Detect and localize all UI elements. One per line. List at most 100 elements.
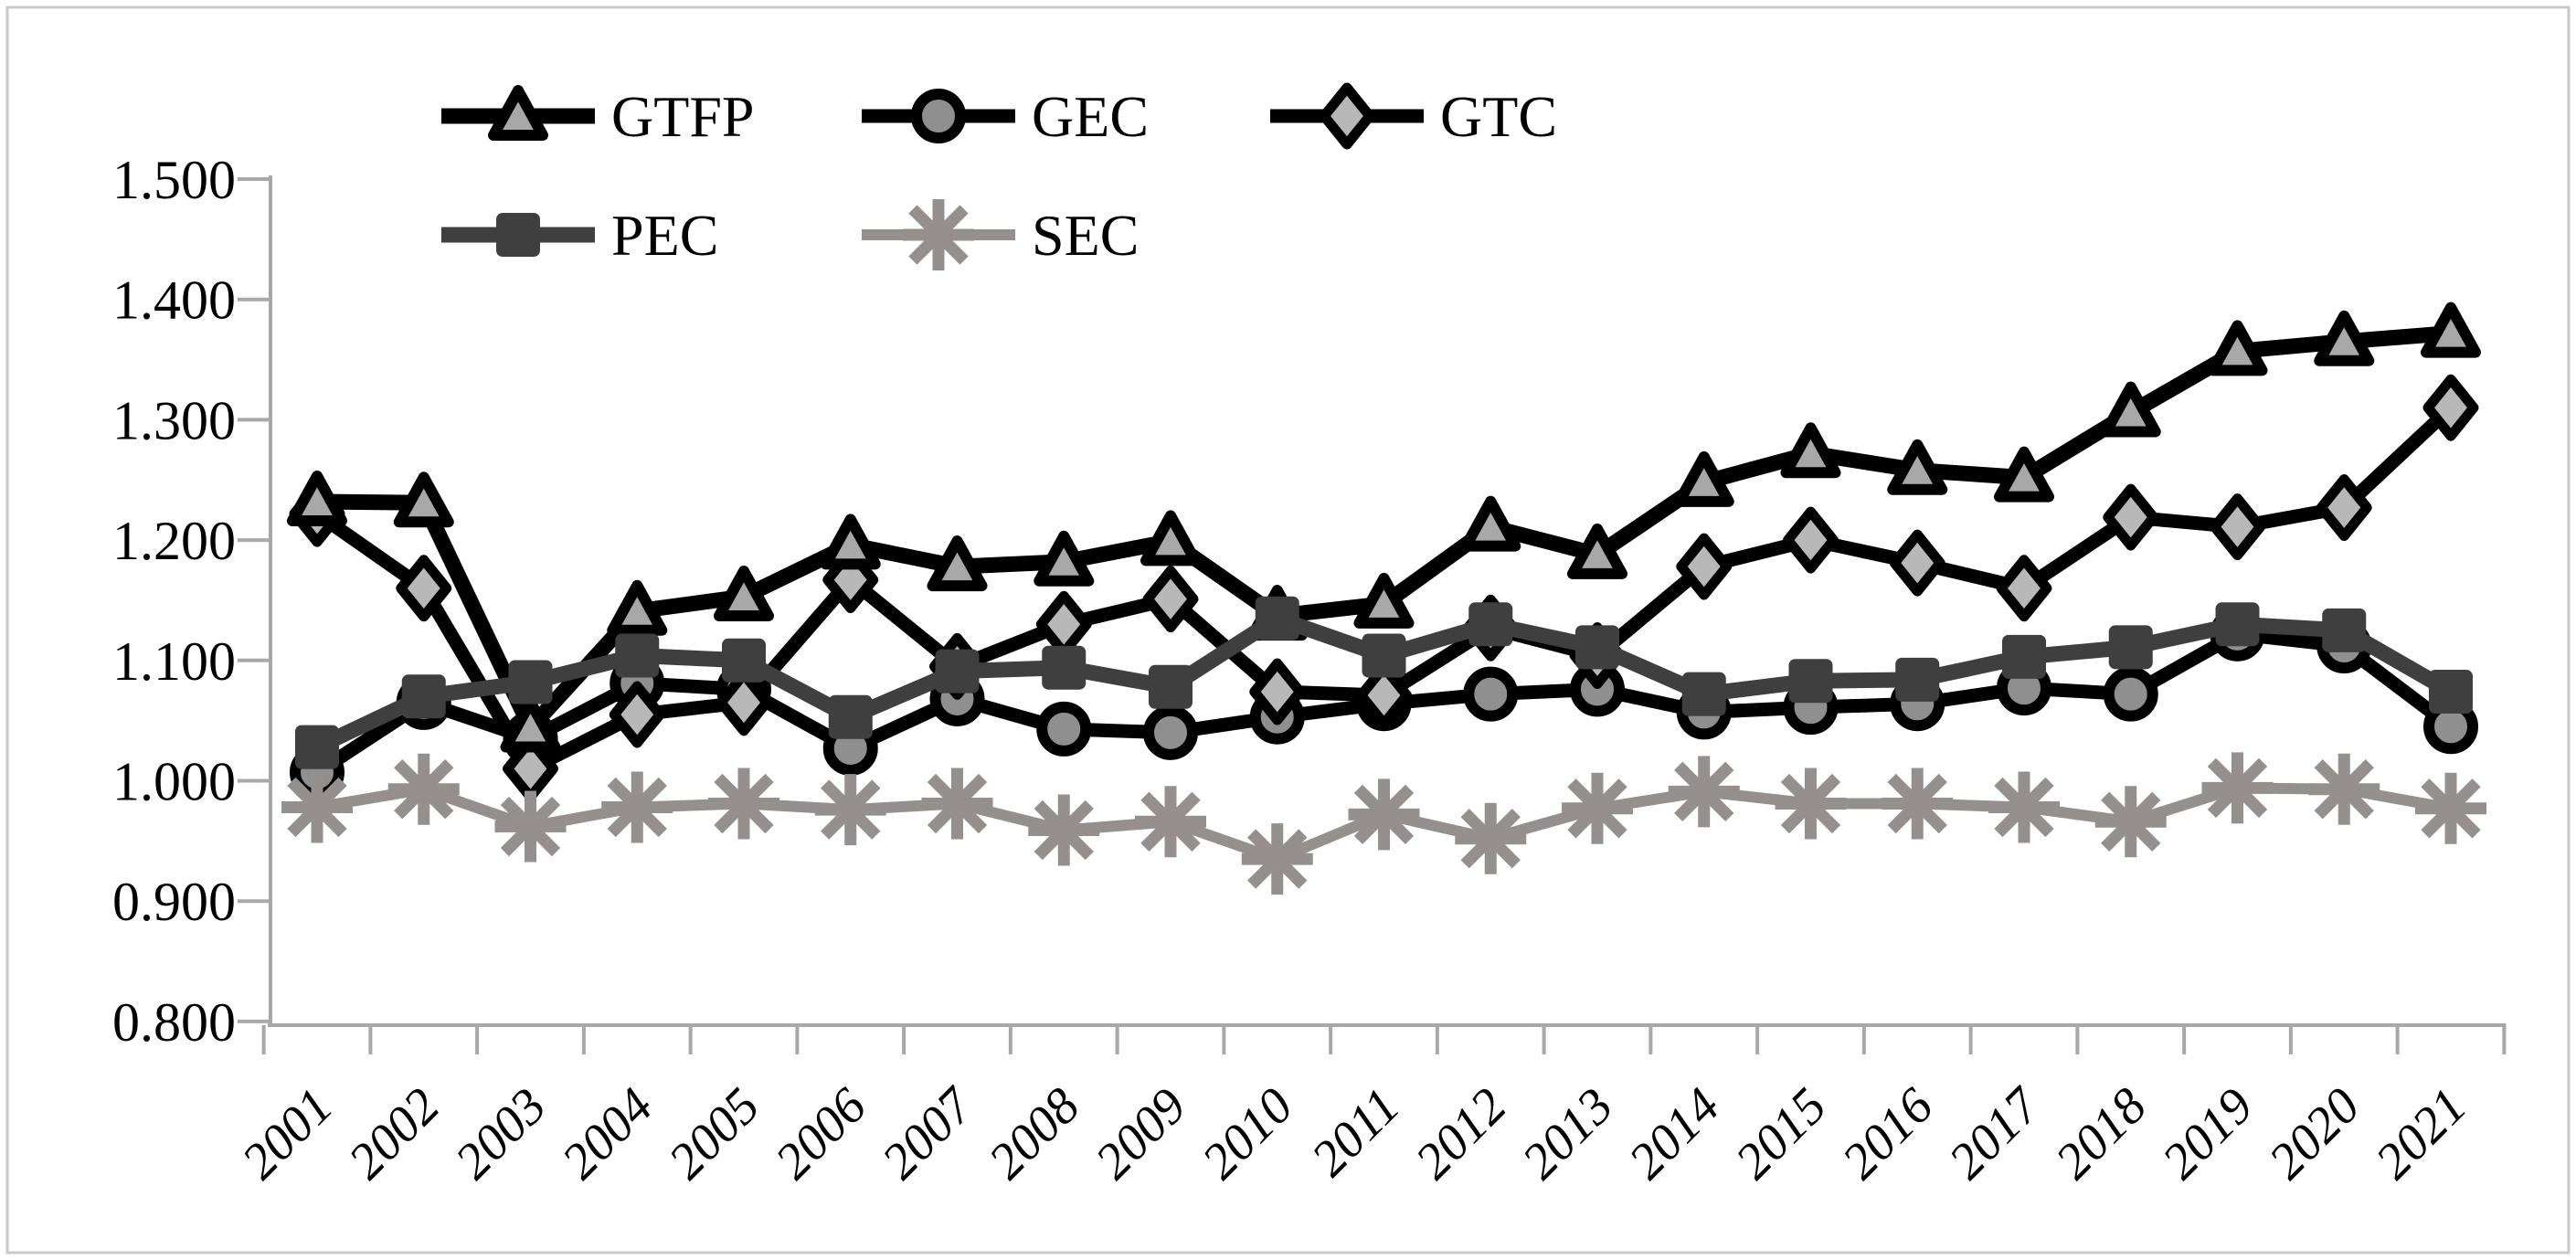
square-marker: [1149, 664, 1193, 709]
square-marker: [828, 694, 873, 739]
square-marker: [1681, 672, 1726, 716]
asterisk-marker: [601, 771, 673, 843]
asterisk-marker: [281, 771, 353, 843]
square-marker: [722, 638, 766, 683]
circle-marker: [911, 89, 966, 143]
triangle-marker: [1887, 439, 1948, 495]
asterisk-marker: [903, 199, 974, 270]
x-axis-year-label: 2017: [1938, 1076, 2051, 1190]
x-axis-year-label: 2001: [231, 1077, 344, 1190]
legend-item-sec: SEC: [862, 199, 1139, 270]
diamond-marker: [2316, 474, 2372, 542]
diamond-marker: [1035, 590, 1092, 658]
asterisk-marker: [708, 768, 779, 840]
x-axis-year-label: 2006: [765, 1077, 877, 1190]
asterisk-marker: [1348, 778, 1420, 851]
y-tick-label: 0.900: [112, 872, 236, 932]
triangle-marker: [927, 535, 988, 592]
diamond-marker: [2210, 493, 2265, 561]
triangle-marker: [500, 696, 561, 753]
x-axis-year-label: 2016: [1831, 1077, 1944, 1190]
x-tick-labels: 2001200220032004200520062007200820092010…: [231, 1025, 2507, 1190]
triangle-marker: [1673, 450, 1734, 507]
diamond-marker: [1676, 533, 1733, 600]
asterisk-marker: [2308, 753, 2380, 825]
asterisk-marker: [921, 768, 993, 840]
diamond-marker: [716, 669, 772, 736]
triangle-marker: [1780, 422, 1841, 479]
asterisk-marker: [2094, 786, 2167, 858]
asterisk-marker: [2201, 752, 2274, 824]
y-tick-labels: 1.500 1.400 1.300 1.200 1.100 1.000 0.900 0.800: [112, 150, 270, 1053]
square-marker: [1895, 657, 1940, 702]
diamond-marker: [396, 555, 452, 622]
triangle-marker: [1140, 510, 1201, 566]
y-tick-label: 1.500: [112, 150, 236, 210]
diamond-marker: [1142, 566, 1199, 633]
series-sec: [281, 752, 2486, 895]
x-axis-year-label: 2007: [872, 1076, 985, 1190]
legend-label: SEC: [1032, 203, 1139, 268]
square-marker: [1042, 645, 1087, 690]
x-axis-year-label: 2021: [2365, 1077, 2477, 1190]
diamond-marker: [2422, 374, 2479, 441]
x-axis-year-label: 2013: [1511, 1077, 1624, 1190]
triangle-marker: [287, 470, 347, 526]
square-marker: [1468, 602, 1513, 647]
triangle-marker: [1994, 446, 2054, 503]
asterisk-marker: [2415, 772, 2486, 844]
diamond-marker: [2103, 483, 2159, 551]
asterisk-marker: [1455, 802, 1527, 874]
triangle-marker: [820, 514, 881, 570]
triangle-marker: [488, 85, 548, 141]
diamond-marker: [1356, 662, 1412, 729]
square-marker: [2108, 625, 2153, 670]
x-axis-year-label: 2012: [1405, 1077, 1517, 1190]
square-marker: [2322, 608, 2367, 652]
legend-item-pec: PEC: [441, 203, 718, 268]
square-marker: [401, 674, 446, 719]
triangle-marker: [2421, 302, 2481, 358]
asterisk-marker: [1135, 786, 1206, 858]
diamond-marker: [1889, 529, 1945, 597]
legend-label: GEC: [1032, 84, 1149, 149]
x-axis-year-label: 2011: [1301, 1077, 1411, 1187]
square-marker: [508, 660, 553, 704]
asterisk-marker: [387, 753, 460, 825]
x-axis-year-label: 2019: [2152, 1077, 2264, 1190]
asterisk-marker: [1988, 771, 2060, 843]
diamond-marker: [1319, 82, 1375, 150]
circle-marker: [1036, 701, 1092, 757]
square-marker: [1788, 659, 1833, 704]
circle-marker: [1143, 704, 1198, 760]
triangle-marker: [1460, 495, 1521, 552]
y-tick-label: 1.100: [112, 631, 236, 692]
x-axis-year-label: 2009: [1085, 1077, 1197, 1190]
triangle-marker: [393, 471, 454, 528]
diamond-marker: [609, 681, 665, 748]
y-tick-label: 1.400: [112, 270, 236, 331]
y-tick-label: 1.200: [112, 511, 236, 571]
asterisk-marker: [1028, 794, 1100, 866]
legend-item-gec: GEC: [862, 84, 1149, 149]
circle-marker: [2103, 666, 2158, 722]
legend-item-gtfp: GTFP: [441, 84, 755, 149]
x-axis-year-label: 2003: [445, 1077, 557, 1190]
figure-border: [5, 5, 2571, 1255]
square-marker: [295, 725, 339, 769]
square-marker: [2429, 670, 2473, 715]
triangle-marker: [2207, 320, 2268, 376]
triangle-marker: [607, 579, 668, 636]
legend-label: GTFP: [611, 84, 755, 149]
y-tick-label: 0.800: [112, 992, 236, 1053]
triangle-marker: [2100, 381, 2161, 438]
asterisk-marker: [1668, 756, 1740, 828]
x-axis-year-label: 2008: [978, 1077, 1090, 1190]
triangle-marker: [714, 565, 774, 621]
x-axis-year-label: 2005: [658, 1077, 770, 1190]
x-axis-year-label: 2014: [1618, 1077, 1731, 1190]
square-marker: [935, 649, 980, 694]
x-axis-year-label: 2002: [338, 1077, 451, 1190]
